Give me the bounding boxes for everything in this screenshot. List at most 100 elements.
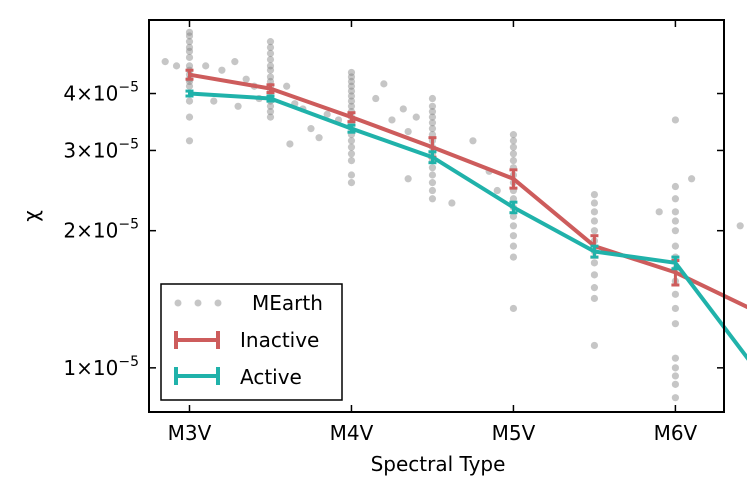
mearth-point [590,227,599,235]
mearth-point [509,242,518,250]
y-tick-label: 2×10−5 [63,217,139,243]
mearth-point [372,94,380,103]
mearth-point [404,175,412,183]
active-errorbar [671,255,680,271]
mearth-point [688,175,696,183]
mearth-point [202,62,210,70]
active-errorbar [590,244,599,259]
legend-label-inactive: Inactive [240,328,319,352]
mearth-point [655,208,663,216]
inactive-errorbar [347,111,356,124]
mearth-point [347,143,356,151]
mearth-point [671,372,680,380]
mearth-point [448,199,456,207]
mearth-point [590,259,599,267]
mearth-point [428,179,437,187]
y-tick-label: 1×10−5 [63,354,139,380]
series-lines [185,68,747,361]
mearth-point [590,271,599,279]
mearth-point [412,113,420,121]
mearth-point [736,222,744,230]
mearth-point [242,75,250,83]
mearth-point [671,116,680,124]
mearth-point [509,232,518,240]
mearth-point [590,191,599,199]
mearth-point [185,28,194,36]
mearth-point [185,62,194,70]
mearth-point [509,212,518,220]
active-errorbar [185,89,194,98]
mearth-point [590,208,599,216]
mearth-point [428,113,437,121]
mearth-point [671,380,680,388]
mearth-point [509,222,518,230]
mearth-point [399,105,407,113]
mearth-point [347,92,356,100]
mearth-point [671,354,680,362]
inactive-errorbar [185,68,194,81]
mearth-point [428,195,437,203]
legend-label-mearth: MEarth [252,291,323,315]
x-tick-label: M4V [330,421,374,445]
mearth-point [469,137,477,145]
mearth-point [428,102,437,110]
active-errorbar [428,150,437,165]
mearth-point [347,87,356,95]
mearth-point [347,73,356,81]
mearth-point [428,119,437,127]
mearth-point [231,58,239,66]
mearth-point [509,131,518,139]
mearth-point [185,113,194,121]
mearth-point [185,47,194,55]
y-tick-label: 3×10−5 [63,136,139,162]
active-errorbar [266,94,275,103]
mearth-point [218,66,226,74]
mearth-point [266,102,275,110]
mearth-point [185,82,194,90]
x-axis-label: Spectral Type [371,452,506,476]
mearth-point [428,94,437,103]
active-errorbar [509,200,518,215]
mearth-point [283,82,291,90]
mearth-point [347,171,356,179]
mearth-point [590,217,599,225]
mearth-point [266,73,275,81]
mearth-point [185,53,194,62]
mearth-point [671,394,680,402]
legend-marker-active [174,367,220,385]
mearth-point [671,364,680,372]
mearth-point [428,125,437,133]
mearth-point [185,97,194,105]
mearth-point [404,127,412,136]
mearth-point [671,217,680,225]
inactive-errorbar [509,168,518,190]
mearth-point [380,80,388,88]
mearth-point [428,108,437,116]
mearth-point [347,68,356,77]
mearth-point [347,179,356,187]
active-errorbar [347,123,356,134]
mearth-point [347,102,356,110]
mearth-point [266,38,275,46]
x-tick-label: M6V [654,421,698,445]
mearth-point [266,43,275,52]
mearth-point [590,199,599,207]
plot-frame [148,19,725,413]
mearth-point [590,284,599,292]
mearth-point [185,43,194,52]
mearth-point [509,143,518,151]
legend-label-active: Active [240,365,302,389]
mearth-point [590,294,599,303]
mearth-point [347,82,356,90]
mearth-point [172,62,181,70]
mearth-point [509,150,518,158]
mearth-point [509,157,518,165]
mearth-point [266,108,275,116]
mearth-point [161,58,169,66]
y-tick-label: 4×10−5 [63,80,139,106]
mearth-point [266,62,275,70]
mearth-point [509,304,518,313]
x-tick-label: M3V [168,421,212,445]
